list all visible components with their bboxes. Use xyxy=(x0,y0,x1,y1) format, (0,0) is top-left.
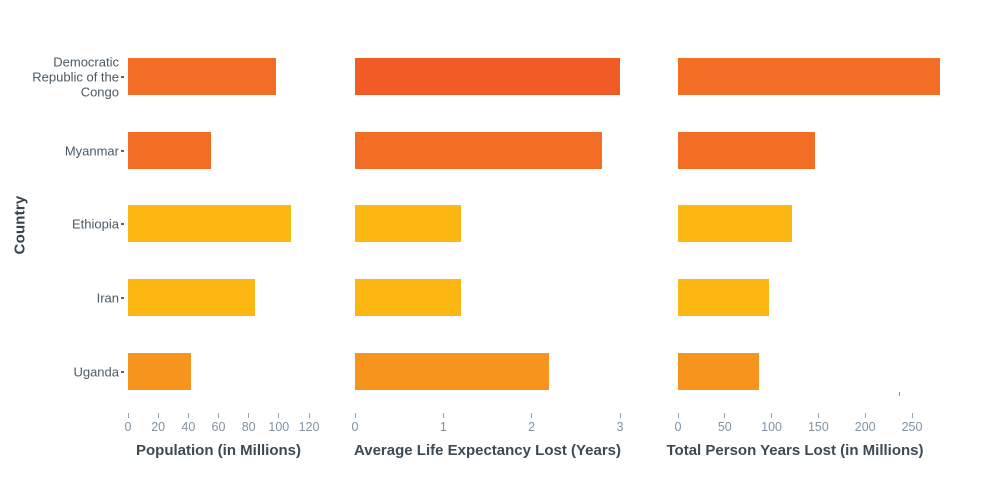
x-tick-label: 100 xyxy=(268,420,290,434)
x-tick xyxy=(911,413,913,418)
x-axis-title-panel1: Population (in Millions) xyxy=(136,442,301,459)
category-label-myanmar: Myanmar xyxy=(64,143,119,158)
bar-democratic-republic-of-the-congo-panel3 xyxy=(678,58,941,95)
category-tick xyxy=(121,296,124,299)
x-tick xyxy=(127,413,129,418)
x-tick xyxy=(278,413,280,418)
bar-democratic-republic-of-the-congo-panel2 xyxy=(355,58,620,95)
category-label-democratic-republic-of-the-congo: Democratic Republic of the Congo xyxy=(32,54,119,99)
x-tick-label: 120 xyxy=(298,420,320,434)
x-tick-label: 3 xyxy=(616,420,624,434)
x-tick xyxy=(442,413,444,418)
x-tick xyxy=(677,413,679,418)
category-label-uganda: Uganda xyxy=(73,364,119,379)
bar-uganda-panel1 xyxy=(128,353,192,390)
x-tick-label: 250 xyxy=(901,420,923,434)
x-tick-label: 2 xyxy=(528,420,536,434)
x-tick xyxy=(531,413,533,418)
x-tick-label: 80 xyxy=(241,420,256,434)
x-tick xyxy=(248,413,250,418)
bar-uganda-panel2 xyxy=(355,353,550,390)
x-tick xyxy=(187,413,189,418)
x-tick-label: 60 xyxy=(211,420,226,434)
bar-iran-panel1 xyxy=(128,279,255,316)
x-tick-label: 1 xyxy=(439,420,447,434)
x-tick xyxy=(619,413,621,418)
bar-iran-panel2 xyxy=(355,279,461,316)
x-tick-label: 20 xyxy=(151,420,166,434)
bar-iran-panel3 xyxy=(678,279,769,316)
bar-ethiopia-panel1 xyxy=(128,205,291,242)
category-tick xyxy=(121,75,124,78)
bar-ethiopia-panel2 xyxy=(355,205,461,242)
bar-democratic-republic-of-the-congo-panel1 xyxy=(128,58,276,95)
category-label-iran: Iran xyxy=(96,290,119,305)
bar-ethiopia-panel3 xyxy=(678,205,793,242)
x-tick-label: 150 xyxy=(807,420,829,434)
x-axis-title-panel3: Total Person Years Lost (in Millions) xyxy=(666,442,924,459)
x-tick xyxy=(157,413,159,418)
category-tick xyxy=(121,149,124,152)
bar-uganda-panel3 xyxy=(678,353,760,390)
x-tick-label: 200 xyxy=(854,420,876,434)
category-tick xyxy=(121,222,124,225)
x-tick xyxy=(308,413,310,418)
x-tick xyxy=(864,413,866,418)
minor-tick-artifact xyxy=(899,392,900,396)
x-tick-label: 0 xyxy=(124,420,132,434)
x-tick-label: 0 xyxy=(351,420,359,434)
bar-myanmar-panel3 xyxy=(678,132,815,169)
x-tick-label: 50 xyxy=(717,420,732,434)
x-tick xyxy=(771,413,773,418)
x-tick-label: 100 xyxy=(761,420,783,434)
category-label-ethiopia: Ethiopia xyxy=(72,216,119,231)
x-axis-title-panel2: Average Life Expectancy Lost (Years) xyxy=(353,442,622,459)
x-tick-label: 40 xyxy=(181,420,196,434)
x-tick xyxy=(817,413,819,418)
category-tick xyxy=(121,370,124,373)
x-tick xyxy=(724,413,726,418)
x-tick xyxy=(218,413,219,418)
x-tick xyxy=(354,413,356,418)
bar-myanmar-panel1 xyxy=(128,132,211,169)
bar-myanmar-panel2 xyxy=(355,132,603,169)
x-tick-label: 0 xyxy=(674,420,682,434)
